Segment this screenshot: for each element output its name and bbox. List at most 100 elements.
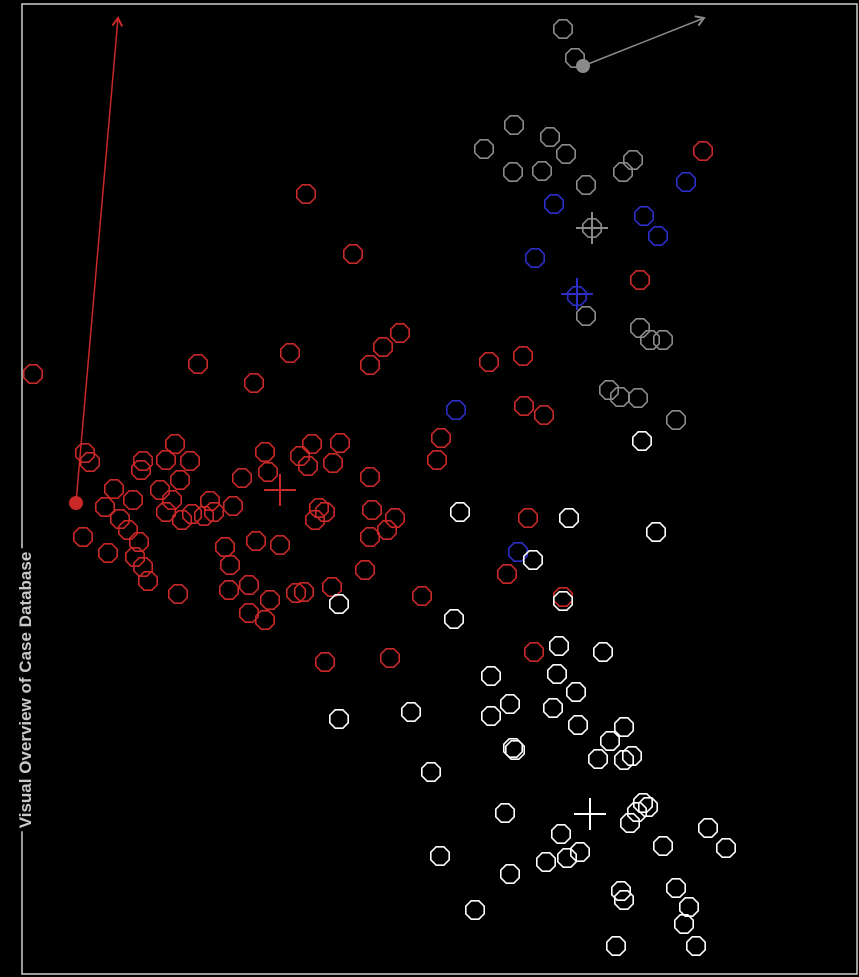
data-point[interactable] bbox=[125, 546, 145, 568]
data-point[interactable] bbox=[629, 317, 651, 339]
data-point[interactable] bbox=[131, 459, 151, 481]
data-point[interactable] bbox=[133, 556, 153, 578]
data-point[interactable] bbox=[609, 386, 631, 408]
data-point[interactable] bbox=[639, 329, 661, 351]
data-point[interactable] bbox=[354, 559, 376, 581]
data-point[interactable] bbox=[239, 574, 260, 596]
data-point[interactable] bbox=[499, 863, 521, 885]
data-point[interactable] bbox=[629, 269, 651, 291]
data-point[interactable] bbox=[232, 467, 252, 489]
data-point[interactable] bbox=[524, 248, 546, 269]
data-point[interactable] bbox=[627, 387, 649, 409]
data-point[interactable] bbox=[565, 681, 587, 703]
data-point[interactable] bbox=[361, 499, 383, 521]
data-point[interactable] bbox=[73, 526, 93, 548]
data-point[interactable] bbox=[543, 194, 565, 214]
data-point[interactable] bbox=[165, 433, 185, 455]
data-point[interactable] bbox=[665, 877, 687, 899]
data-point[interactable] bbox=[244, 372, 265, 394]
data-point[interactable] bbox=[621, 745, 643, 767]
data-point[interactable] bbox=[575, 175, 597, 195]
data-point[interactable] bbox=[110, 508, 130, 530]
data-point[interactable] bbox=[285, 582, 307, 604]
data-point[interactable] bbox=[626, 801, 648, 823]
data-point[interactable] bbox=[496, 563, 518, 585]
data-point[interactable] bbox=[575, 305, 597, 327]
data-point[interactable] bbox=[480, 705, 502, 727]
data-point[interactable] bbox=[556, 847, 578, 869]
data-point[interactable] bbox=[533, 404, 555, 426]
data-point[interactable] bbox=[295, 184, 317, 204]
data-point[interactable] bbox=[673, 913, 695, 935]
data-point[interactable] bbox=[697, 817, 719, 839]
data-point[interactable] bbox=[376, 519, 398, 541]
data-point[interactable] bbox=[133, 450, 153, 472]
data-point[interactable] bbox=[297, 455, 319, 477]
data-point[interactable] bbox=[610, 880, 632, 902]
data-point[interactable] bbox=[445, 399, 467, 421]
data-point[interactable] bbox=[215, 536, 235, 558]
data-point[interactable] bbox=[420, 761, 442, 783]
data-point[interactable] bbox=[652, 835, 674, 857]
data-point[interactable] bbox=[314, 651, 336, 673]
data-point[interactable] bbox=[321, 576, 343, 598]
data-point[interactable] bbox=[613, 889, 635, 911]
data-point[interactable] bbox=[359, 354, 381, 376]
data-point[interactable] bbox=[429, 845, 451, 867]
data-point[interactable] bbox=[188, 353, 208, 375]
data-point[interactable] bbox=[219, 579, 239, 601]
data-point[interactable] bbox=[269, 534, 291, 556]
data-point[interactable] bbox=[613, 749, 635, 771]
data-point[interactable] bbox=[692, 141, 714, 161]
data-point[interactable] bbox=[546, 663, 568, 685]
data-point[interactable] bbox=[633, 206, 655, 226]
data-point[interactable] bbox=[430, 427, 452, 449]
data-point[interactable] bbox=[599, 730, 621, 752]
data-point[interactable] bbox=[548, 635, 570, 657]
data-point[interactable] bbox=[512, 345, 534, 367]
data-point[interactable] bbox=[322, 452, 344, 474]
data-point[interactable] bbox=[342, 244, 364, 265]
data-point[interactable] bbox=[531, 161, 553, 181]
data-point[interactable] bbox=[535, 851, 557, 873]
data-point[interactable] bbox=[552, 586, 574, 608]
data-point[interactable] bbox=[478, 351, 500, 373]
data-point[interactable] bbox=[257, 461, 279, 483]
data-point[interactable] bbox=[619, 812, 641, 834]
data-point[interactable] bbox=[180, 450, 200, 472]
data-point[interactable] bbox=[156, 449, 176, 471]
data-point[interactable] bbox=[329, 432, 351, 454]
data-point[interactable] bbox=[473, 139, 495, 159]
data-point[interactable] bbox=[359, 526, 381, 548]
data-point[interactable] bbox=[426, 449, 448, 471]
data-point[interactable] bbox=[566, 285, 588, 307]
data-point[interactable] bbox=[411, 585, 433, 607]
data-point[interactable] bbox=[517, 507, 539, 529]
data-point[interactable] bbox=[503, 115, 525, 135]
data-point[interactable] bbox=[612, 162, 634, 182]
data-point[interactable] bbox=[304, 509, 326, 531]
data-point[interactable] bbox=[631, 430, 653, 452]
data-point[interactable] bbox=[301, 433, 323, 455]
data-point[interactable] bbox=[172, 509, 192, 531]
data-point[interactable] bbox=[308, 497, 330, 519]
data-point[interactable] bbox=[464, 899, 486, 921]
data-point[interactable] bbox=[552, 590, 574, 612]
data-point[interactable] bbox=[328, 708, 350, 730]
data-point[interactable] bbox=[204, 501, 224, 523]
data-point[interactable] bbox=[104, 478, 124, 500]
data-point[interactable] bbox=[513, 395, 535, 417]
data-point[interactable] bbox=[129, 531, 149, 553]
data-point[interactable] bbox=[558, 507, 580, 529]
data-point[interactable] bbox=[480, 665, 502, 687]
data-point[interactable] bbox=[289, 445, 311, 467]
data-point[interactable] bbox=[581, 218, 603, 238]
data-point[interactable] bbox=[22, 363, 44, 385]
data-point[interactable] bbox=[328, 593, 350, 615]
data-point[interactable] bbox=[123, 489, 143, 511]
data-point[interactable] bbox=[569, 841, 591, 863]
data-point[interactable] bbox=[255, 609, 276, 631]
data-point[interactable] bbox=[552, 18, 574, 40]
data-point[interactable] bbox=[613, 716, 635, 738]
